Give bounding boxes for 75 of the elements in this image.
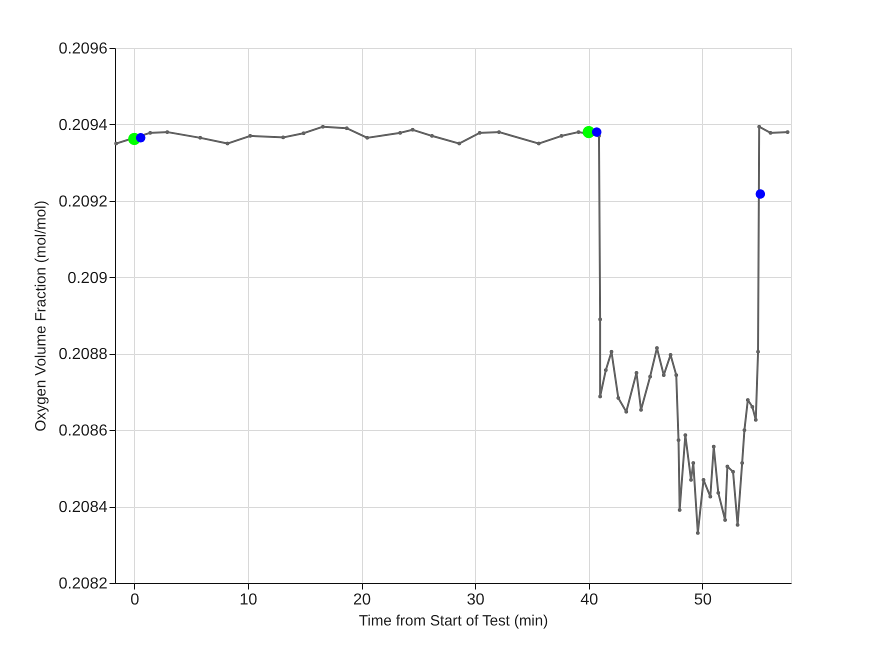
point xyxy=(281,136,286,140)
point xyxy=(114,142,118,146)
y-tick-label: 0.209 xyxy=(67,270,108,287)
point xyxy=(756,189,766,199)
x-tick-label: 40 xyxy=(580,592,598,608)
point xyxy=(321,124,325,129)
point xyxy=(702,478,706,482)
point xyxy=(726,464,730,468)
x-tick-label: 0 xyxy=(130,592,140,608)
x-tick-label: 20 xyxy=(353,592,372,608)
y-axis-title: Oxygen Volume Fraction (mol/mol) xyxy=(32,200,50,432)
point xyxy=(786,130,790,134)
x-tick-label: 50 xyxy=(694,592,712,608)
point xyxy=(678,508,682,512)
point xyxy=(592,127,602,137)
y-tick-label: 0.2086 xyxy=(58,422,108,440)
point xyxy=(712,444,716,448)
x-tick-label: 30 xyxy=(466,592,485,608)
point xyxy=(430,134,434,138)
point xyxy=(136,133,146,143)
point xyxy=(696,531,700,535)
y-tick-label: 0.2082 xyxy=(58,576,108,592)
x-tick-label: 10 xyxy=(240,592,258,608)
point xyxy=(576,130,580,134)
point xyxy=(736,523,740,527)
point xyxy=(148,130,152,135)
point xyxy=(689,478,693,482)
point xyxy=(457,142,462,146)
y-tick-label: 0.2084 xyxy=(58,499,108,516)
point xyxy=(598,394,602,398)
point xyxy=(248,134,252,138)
point xyxy=(683,433,688,437)
point xyxy=(740,461,744,465)
point xyxy=(344,126,349,130)
point xyxy=(639,408,643,412)
point xyxy=(634,370,638,375)
point xyxy=(756,350,760,354)
point xyxy=(365,136,370,140)
point xyxy=(478,130,482,135)
y-tick-label: 0.2088 xyxy=(58,346,108,364)
point xyxy=(560,134,564,138)
point xyxy=(165,130,170,134)
point xyxy=(598,317,602,322)
point xyxy=(742,428,746,432)
point xyxy=(302,131,306,136)
point xyxy=(616,396,620,400)
point xyxy=(750,404,754,409)
point xyxy=(708,494,712,499)
point xyxy=(676,438,680,442)
point xyxy=(655,346,659,350)
point xyxy=(398,130,402,135)
point xyxy=(198,136,202,140)
point xyxy=(536,142,541,146)
point xyxy=(757,124,762,129)
point xyxy=(662,373,666,377)
point xyxy=(604,368,608,372)
point xyxy=(754,418,758,422)
y-tick-label: 0.2092 xyxy=(58,193,108,210)
point xyxy=(668,352,672,357)
point xyxy=(610,350,614,354)
point xyxy=(723,518,727,522)
point xyxy=(497,130,501,134)
point xyxy=(674,373,678,377)
point xyxy=(226,142,230,146)
point xyxy=(746,398,750,402)
point xyxy=(410,128,415,132)
point xyxy=(731,470,735,474)
point xyxy=(691,461,696,465)
x-axis-title: Time from Start of Test (min) xyxy=(358,612,548,630)
point xyxy=(768,130,772,135)
point xyxy=(624,410,628,414)
point xyxy=(716,490,720,495)
y-tick-label: 0.2094 xyxy=(58,116,108,134)
point xyxy=(648,374,652,379)
y-tick-label: 0.2096 xyxy=(58,40,108,58)
